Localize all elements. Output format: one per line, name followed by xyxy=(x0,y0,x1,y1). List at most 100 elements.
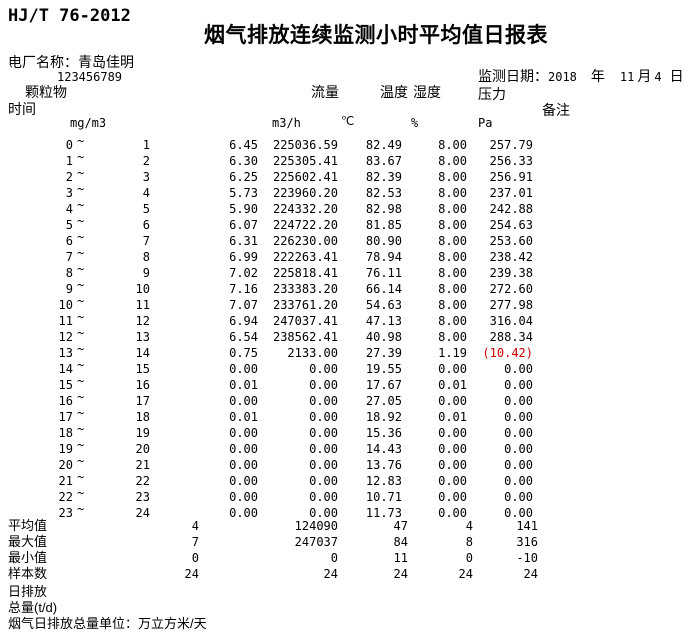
cell-pm: 0.00 xyxy=(229,506,258,520)
cell-to: 3 xyxy=(142,170,150,184)
summary-flow: 24 xyxy=(323,567,338,581)
cell-from: 13 xyxy=(58,346,73,360)
table-row: 2 ~3 6.25 225602.41 82.39 8.00 256.91 xyxy=(0,166,684,185)
cell-hum: 0.00 xyxy=(438,394,467,408)
cell-flow: 225305.41 xyxy=(272,154,338,168)
table-row: 8 ~9 7.02 225818.41 76.11 8.00 239.38 xyxy=(0,262,684,281)
cell-to: 17 xyxy=(135,394,150,408)
cell-press: 238.42 xyxy=(489,250,533,264)
summary-hum: 4 xyxy=(465,519,473,533)
standard-code: HJ/T 76-2012 xyxy=(8,6,131,26)
table-row: 13 ~14 0.75 2133.00 27.39 1.19 (10.42) xyxy=(0,342,684,361)
cell-press: 237.01 xyxy=(489,186,533,200)
tilde-separator: ~ xyxy=(77,166,85,180)
tilde-separator: ~ xyxy=(77,470,85,484)
summary-row: 最大值 7 247037 84 8 316 xyxy=(0,534,684,550)
cell-from: 9 xyxy=(65,282,73,296)
cell-to: 9 xyxy=(142,266,150,280)
summary-label: 最大值 xyxy=(8,534,48,549)
unit-temperature: ℃ xyxy=(341,114,355,128)
cell-pm: 0.01 xyxy=(229,378,258,392)
cell-pm: 6.30 xyxy=(229,154,258,168)
cell-flow: 233761.20 xyxy=(272,298,338,312)
table-row: 1 ~2 6.30 225305.41 83.67 8.00 256.33 xyxy=(0,150,684,169)
cell-press: 254.63 xyxy=(489,218,533,232)
cell-to: 11 xyxy=(135,298,150,312)
monitor-date-line: 监测日期：2018 年 11 月 4 日 xyxy=(478,66,684,86)
unit-pressure: Pa xyxy=(478,116,493,130)
table-row: 20 ~21 0.00 0.00 13.76 0.00 0.00 xyxy=(0,454,684,473)
cell-temp: 18.92 xyxy=(365,410,402,424)
footer-daily-emission-label: 日排放 xyxy=(8,584,48,599)
cell-temp: 27.05 xyxy=(365,394,402,408)
tilde-separator: ~ xyxy=(77,422,85,436)
cell-pm: 6.45 xyxy=(229,138,258,152)
cell-press: (10.42) xyxy=(482,346,533,360)
cell-hum: 8.00 xyxy=(438,234,467,248)
cell-temp: 17.67 xyxy=(365,378,402,392)
cell-hum: 8.00 xyxy=(438,138,467,152)
tilde-separator: ~ xyxy=(77,486,85,500)
column-header-flow: 流量 xyxy=(311,84,339,100)
footer-unit-note: 烟气日排放总量单位：万立方米/天 xyxy=(8,616,207,631)
tilde-separator: ~ xyxy=(77,198,85,212)
summary-pm: 24 xyxy=(184,567,199,581)
cell-hum: 0.00 xyxy=(438,474,467,488)
tilde-separator: ~ xyxy=(77,374,85,388)
summary-flow: 124090 xyxy=(294,519,338,533)
unit-flow: m3/h xyxy=(272,116,301,130)
cell-flow: 0.00 xyxy=(309,378,338,392)
table-row: 10 ~11 7.07 233761.20 54.63 8.00 277.98 xyxy=(0,294,684,313)
cell-from: 23 xyxy=(58,506,73,520)
cell-hum: 8.00 xyxy=(438,170,467,184)
cell-from: 21 xyxy=(58,474,73,488)
tilde-separator: ~ xyxy=(77,358,85,372)
cell-flow: 238562.41 xyxy=(272,330,338,344)
page-title: 烟气排放连续监测小时平均值日报表 xyxy=(204,24,548,47)
cell-to: 15 xyxy=(135,362,150,376)
table-row: 9 ~10 7.16 233383.20 66.14 8.00 272.60 xyxy=(0,278,684,297)
monitor-date-year: 2018 xyxy=(548,70,577,84)
cell-to: 4 xyxy=(142,186,150,200)
cell-to: 6 xyxy=(142,218,150,232)
tilde-separator: ~ xyxy=(77,326,85,340)
tilde-separator: ~ xyxy=(77,406,85,420)
cell-press: 0.00 xyxy=(504,394,533,408)
table-row: 16 ~17 0.00 0.00 27.05 0.00 0.00 xyxy=(0,390,684,409)
cell-from: 10 xyxy=(58,298,73,312)
cell-temp: 82.98 xyxy=(365,202,402,216)
table-row: 0 ~1 6.45 225036.59 82.49 8.00 257.79 xyxy=(0,134,684,153)
cell-from: 3 xyxy=(65,186,73,200)
cell-temp: 82.49 xyxy=(365,138,402,152)
cell-temp: 82.53 xyxy=(365,186,402,200)
plant-code: 123456789 xyxy=(57,70,123,84)
summary-hum: 0 xyxy=(465,551,473,565)
tilde-separator: ~ xyxy=(77,150,85,164)
cell-from: 2 xyxy=(65,170,73,184)
column-header-pressure: 压力 xyxy=(478,86,506,102)
cell-pm: 6.99 xyxy=(229,250,258,264)
summary-label: 样本数 xyxy=(8,566,48,581)
cell-press: 272.60 xyxy=(489,282,533,296)
cell-flow: 0.00 xyxy=(309,394,338,408)
plant-name-line: 电厂名称：青岛佳明 xyxy=(8,52,134,72)
cell-press: 253.60 xyxy=(489,234,533,248)
cell-pm: 0.00 xyxy=(229,490,258,504)
cell-press: 316.04 xyxy=(489,314,533,328)
cell-pm: 0.00 xyxy=(229,458,258,472)
cell-press: 0.00 xyxy=(504,458,533,472)
cell-temp: 83.67 xyxy=(365,154,402,168)
cell-hum: 0.00 xyxy=(438,458,467,472)
cell-press: 0.00 xyxy=(504,474,533,488)
cell-flow: 0.00 xyxy=(309,442,338,456)
cell-from: 19 xyxy=(58,442,73,456)
cell-pm: 6.25 xyxy=(229,170,258,184)
tilde-separator: ~ xyxy=(77,502,85,516)
monitor-date-label: 监测日期： xyxy=(478,68,548,84)
cell-hum: 0.00 xyxy=(438,506,467,520)
cell-temp: 10.71 xyxy=(365,490,402,504)
cell-temp: 82.39 xyxy=(365,170,402,184)
cell-press: 0.00 xyxy=(504,426,533,440)
cell-to: 5 xyxy=(142,202,150,216)
cell-pm: 6.07 xyxy=(229,218,258,232)
